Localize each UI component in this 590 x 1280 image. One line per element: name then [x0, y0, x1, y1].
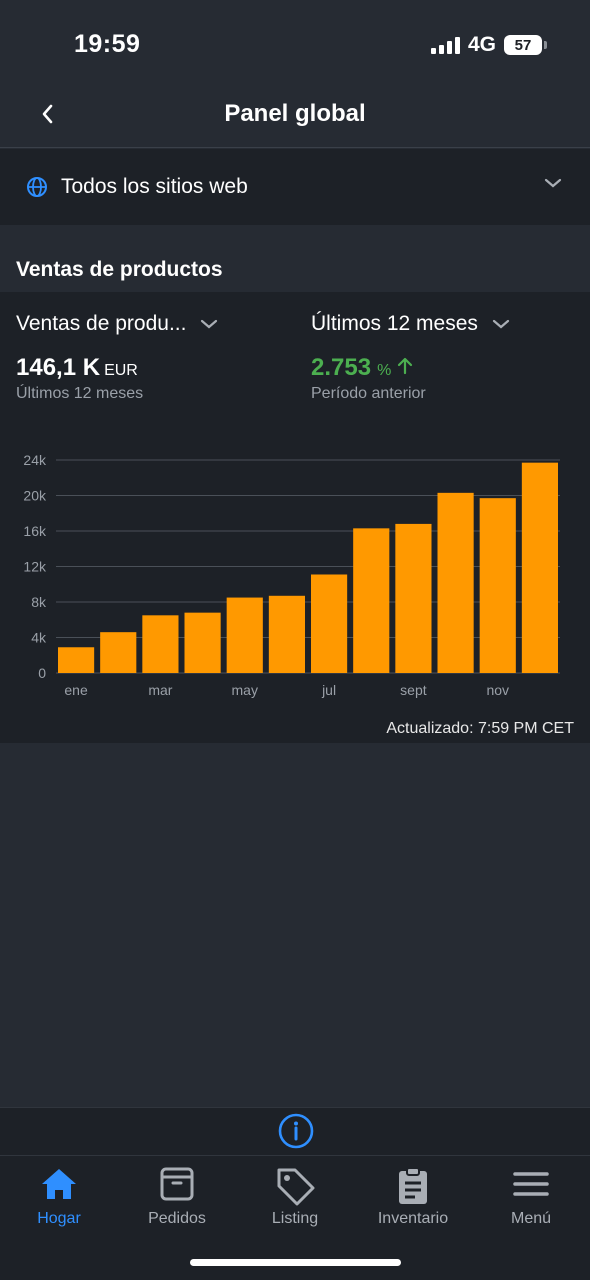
sales-bar-chart: 0 4k 8k 12k 16k 20k 24k ene mar may jul sept nov — [23, 452, 560, 698]
tab-label: Menú — [510, 1210, 552, 1227]
home-icon — [42, 1169, 76, 1199]
y-tick-label: 8k — [31, 594, 47, 610]
arrow-up-icon — [398, 357, 413, 375]
bar-may — [226, 597, 263, 673]
sales-total-caption: Últimos 12 meses — [16, 385, 144, 402]
tab-label: Inventario — [377, 1210, 449, 1227]
bar-feb — [100, 632, 137, 673]
globe-icon — [27, 177, 47, 197]
tag-icon — [277, 1168, 315, 1206]
box-icon — [160, 1167, 194, 1201]
y-tick-label: 4k — [31, 630, 47, 646]
back-button[interactable] — [30, 96, 66, 132]
period-dropdown-label: Últimos 12 meses — [311, 312, 478, 335]
bar-jun — [268, 595, 305, 673]
bar-oct — [437, 492, 474, 673]
header: Panel global — [0, 80, 590, 148]
clipboard-icon — [399, 1167, 427, 1204]
info-bar — [0, 1107, 590, 1155]
site-selector-label: Todos los sitios web — [61, 175, 248, 198]
tab-hogar[interactable]: Hogar — [0, 1156, 118, 1236]
x-tick-label: may — [232, 682, 258, 698]
sales-card: Ventas de produ... Últimos 12 meses 146,… — [0, 292, 590, 743]
bar-mar — [142, 615, 179, 673]
y-tick-label: 12k — [23, 559, 47, 575]
bar-jul — [311, 574, 348, 673]
y-tick-label: 16k — [23, 523, 47, 539]
y-tick-label: 20k — [23, 488, 47, 504]
battery-icon: 57 — [504, 35, 547, 55]
x-tick-label: jul — [321, 682, 336, 698]
tab-pedidos[interactable]: Pedidos — [118, 1156, 236, 1236]
period-dropdown[interactable]: Últimos 12 meses — [311, 312, 510, 336]
bar-nov — [479, 498, 516, 673]
sales-total-unit: EUR — [104, 362, 138, 379]
sales-change-unit: % — [377, 362, 392, 379]
x-tick-label: sept — [400, 682, 427, 698]
updated-timestamp: Actualizado: 7:59 PM CET — [386, 720, 574, 737]
sales-total-value: 146,1 K — [16, 354, 101, 381]
bar-ene — [58, 647, 95, 673]
status-indicators: 4G 57 — [430, 33, 547, 57]
metric-dropdown-label: Ventas de produ... — [16, 312, 187, 335]
metric-dropdown[interactable]: Ventas de produ... — [16, 312, 218, 336]
tab-inventario[interactable]: Inventario — [354, 1156, 472, 1236]
tab-listing[interactable]: Listing — [236, 1156, 354, 1236]
bar-ago — [353, 528, 390, 673]
info-icon[interactable] — [277, 1112, 315, 1150]
tab-label: Pedidos — [148, 1210, 206, 1227]
chevron-down-icon — [492, 319, 509, 329]
signal-icon — [430, 36, 460, 54]
tab-label: Hogar — [37, 1210, 81, 1227]
bar-abr — [184, 612, 221, 673]
section-title: Ventas de productos — [16, 258, 223, 281]
y-tick-label: 24k — [23, 452, 47, 468]
bottom-tab-bar: Hogar Pedidos Listing Inventario — [0, 1155, 590, 1280]
home-indicator — [190, 1259, 401, 1266]
x-tick-label: nov — [486, 682, 509, 698]
sales-change-caption: Período anterior — [311, 385, 426, 402]
bar-dic — [521, 462, 558, 673]
tab-label: Listing — [271, 1210, 319, 1227]
chevron-down-icon — [544, 178, 562, 188]
sales-chart: 0 4k 8k 12k 16k 20k 24k ene mar may jul sept nov — [0, 442, 590, 712]
chevron-left-icon — [42, 104, 53, 124]
bar-sept — [395, 523, 432, 673]
site-selector[interactable]: Todos los sitios web — [0, 149, 590, 225]
battery-level: 57 — [514, 36, 532, 54]
hamburger-menu-icon — [513, 1172, 549, 1196]
sales-change-value: 2.753 — [311, 354, 372, 381]
tab-menu[interactable]: Menú — [472, 1156, 590, 1236]
status-bar: 19:59 4G 57 — [0, 0, 590, 80]
network-type: 4G — [467, 33, 496, 56]
page-title: Panel global — [224, 100, 366, 127]
chevron-down-icon — [201, 319, 218, 329]
y-tick-label: 0 — [38, 665, 46, 681]
x-tick-label: mar — [148, 682, 172, 698]
x-tick-label: ene — [64, 682, 88, 698]
sales-change: 2.753% — [311, 354, 414, 382]
status-time: 19:59 — [74, 30, 141, 58]
sales-total: 146,1 K EUR — [16, 354, 138, 382]
